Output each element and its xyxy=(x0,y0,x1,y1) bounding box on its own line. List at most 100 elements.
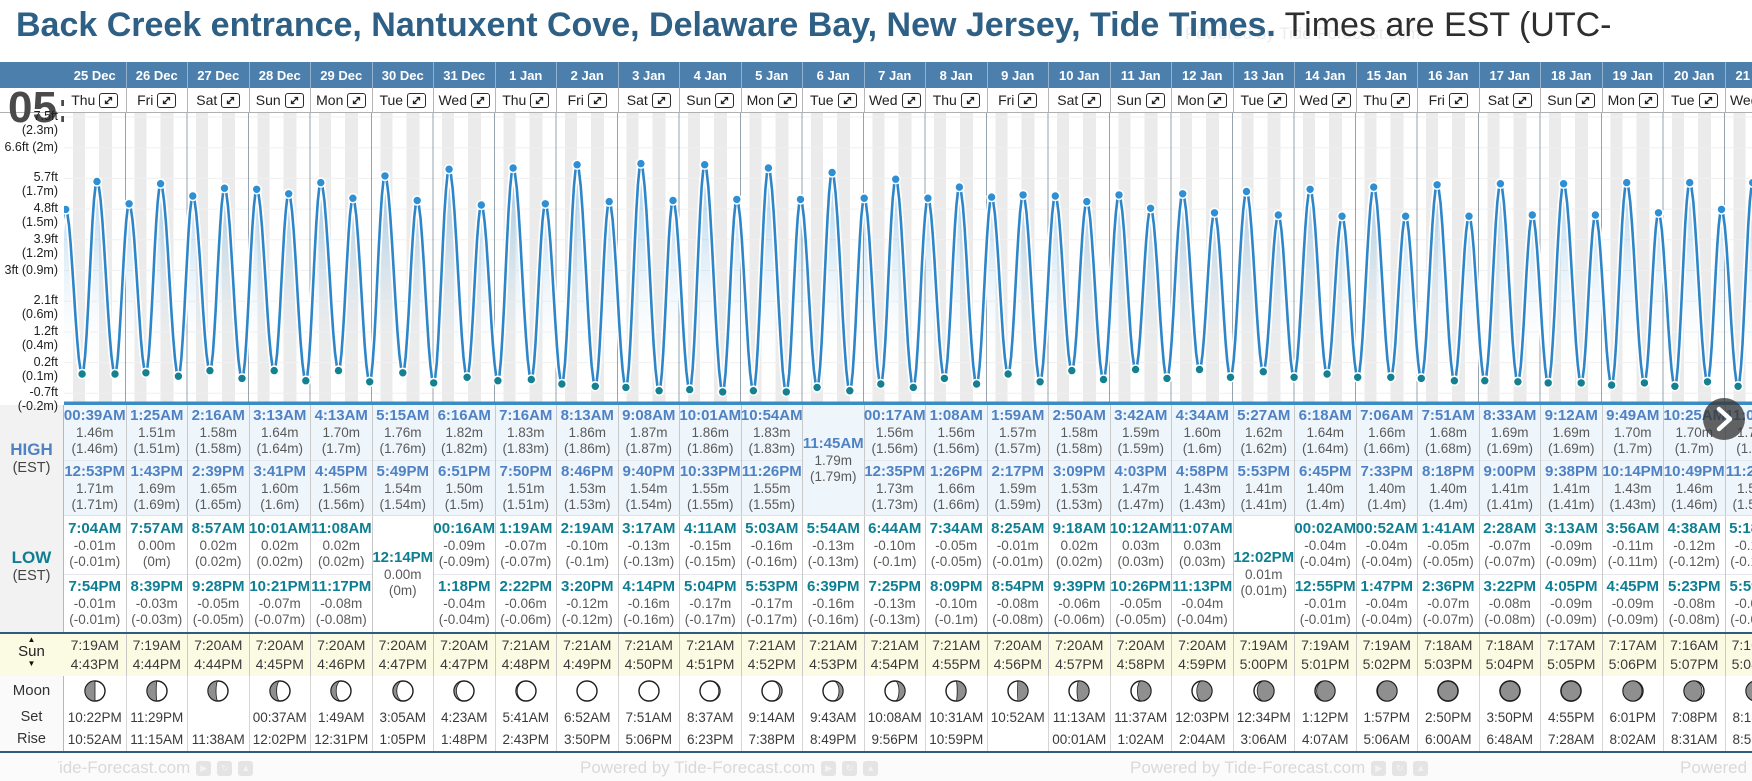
high-tide-section: 00:39AM 1.46m (1.46m) 12:53PM 1.71m (1.71m) 1:… xyxy=(0,405,1752,515)
watermark-badge-icon: ▶ xyxy=(196,760,212,776)
y-axis-label: 4.8ft (1.5m) xyxy=(21,201,58,230)
sunrise-time: 7:20AM xyxy=(993,637,1042,653)
expand-day-button[interactable] xyxy=(587,92,607,108)
low-tide-cell: 3:13AM -0.09m (-0.09m) 4:05PM -0.09m (-0.09m) xyxy=(1540,516,1602,632)
tide-entry-height-alt: (1.7m) xyxy=(1674,441,1714,457)
expand-day-button[interactable] xyxy=(99,92,119,108)
sun-row-toggle[interactable]: ▲ Sun ▼ xyxy=(0,636,63,668)
expand-day-button[interactable] xyxy=(1698,92,1718,108)
expand-day-button[interactable] xyxy=(1332,92,1352,108)
expand-day-button[interactable] xyxy=(651,92,671,108)
expand-day-button[interactable] xyxy=(284,92,304,108)
expand-day-button[interactable] xyxy=(471,92,491,108)
expand-day-button[interactable] xyxy=(777,92,797,108)
low-tide-dot xyxy=(1449,375,1460,387)
expand-day-button[interactable] xyxy=(715,92,735,108)
moon-phase-cell xyxy=(371,676,434,706)
expand-day-button[interactable] xyxy=(1268,92,1288,108)
tide-entry-height: 1.51m xyxy=(1736,480,1752,496)
tide-entry-height: -0.05m xyxy=(197,596,240,612)
tide-entry-height-alt: (0m) xyxy=(142,553,171,569)
sun-times-cell: 7:21AM 4:50PM xyxy=(617,634,680,676)
tide-entry-height-alt: (1.43m) xyxy=(1609,496,1656,512)
expand-day-button[interactable] xyxy=(157,92,177,108)
expand-day-button[interactable] xyxy=(960,92,980,108)
tide-entry-height-alt: (-0.05m) xyxy=(192,612,244,628)
tide-entry-height-alt: (1.69m) xyxy=(133,496,180,512)
date-header: 30 Dec xyxy=(371,62,434,88)
tide-entry-height-alt: (1.41m) xyxy=(1240,496,1287,512)
day-cell: Fri xyxy=(1417,88,1479,112)
day-cell: Wed xyxy=(1724,88,1752,112)
tide-entry: 8:33AM 1.69m (1.69m) xyxy=(1480,405,1541,460)
tide-entry-time: 9:38PM xyxy=(1544,462,1598,480)
high-tide-cell: 10:54AM 1.83m (1.83m) 11:26PM 1.55m (1.55m) xyxy=(740,405,803,515)
tide-entry-height-alt: (-0.08m) xyxy=(1484,612,1536,628)
tide-entry: 5:15AM 1.76m (1.76m) xyxy=(373,405,434,460)
day-name-label: Sun xyxy=(1547,92,1573,108)
expand-icon xyxy=(1704,96,1712,104)
sunset-time: 5:02PM xyxy=(1362,656,1411,672)
expand-day-button[interactable] xyxy=(837,92,857,108)
day-cell: Thu xyxy=(1355,88,1417,112)
tide-entry-height: 1.83m xyxy=(506,425,545,441)
sunrise-time: 7:20AM xyxy=(440,637,489,653)
tide-entry-height-alt: (-0.15m) xyxy=(684,553,736,569)
tide-entry-height-alt: (1.4m) xyxy=(1305,496,1345,512)
expand-day-button[interactable] xyxy=(1208,92,1228,108)
tide-entry-height: -0.13m xyxy=(627,537,670,553)
tide-entry-height: -0.05m xyxy=(1119,596,1162,612)
low-tide-cell: 3:56AM -0.11m (-0.11m) 4:45PM -0.09m (-0.09m) xyxy=(1601,516,1663,632)
expand-day-button[interactable] xyxy=(1145,92,1165,108)
tide-entry: 5:53PM -0.17m (-0.17m) xyxy=(741,573,802,633)
expand-day-button[interactable] xyxy=(1082,92,1102,108)
tide-entry: 00:39AM 1.46m (1.46m) xyxy=(64,405,126,460)
day-name-label: Thu xyxy=(932,92,957,108)
day-cell: Wed xyxy=(1294,88,1356,112)
tide-entry-height: -0.10m xyxy=(873,537,916,553)
expand-day-button[interactable] xyxy=(221,92,241,108)
tide-entry: 2:36PM -0.07m (-0.07m) xyxy=(1418,573,1479,633)
tide-entry-height: 1.41m xyxy=(1552,480,1591,496)
day-cell: Tue xyxy=(802,88,864,112)
sun-times-cell: 7:19AM 5:02PM xyxy=(1355,634,1418,676)
low-tide-dot xyxy=(939,373,950,384)
moonrise-cell: 5:06PM xyxy=(617,728,680,751)
low-tide-dot xyxy=(1416,373,1427,384)
expand-day-button[interactable] xyxy=(347,92,367,108)
tide-entry-time: 4:11AM xyxy=(683,519,737,537)
expand-day-button[interactable] xyxy=(530,92,550,108)
expand-day-button[interactable] xyxy=(1512,92,1532,108)
tide-entry: 4:11AM -0.15m (-0.15m) xyxy=(680,516,741,574)
moon-phase-icon xyxy=(1376,680,1398,702)
moonset-cell: 8:15PM xyxy=(1724,706,1752,728)
tide-entry-height: 1.69m xyxy=(1552,425,1591,441)
expand-day-button[interactable] xyxy=(901,92,921,108)
expand-day-button[interactable] xyxy=(407,92,427,108)
expand-day-button[interactable] xyxy=(1018,92,1038,108)
tide-entry-height: -0.17m xyxy=(750,596,793,612)
low-tide-dot xyxy=(397,367,409,379)
chevron-down-icon: ▼ xyxy=(27,659,36,668)
tide-entry-time: 10:14PM xyxy=(1602,462,1664,480)
moon-phase-icon xyxy=(330,680,352,702)
expand-day-button[interactable] xyxy=(1448,92,1468,108)
tide-entry-height-alt: (1.56m) xyxy=(871,441,918,457)
moon-phase-icon xyxy=(146,680,168,702)
tide-entry-time: 8:54PM xyxy=(991,578,1045,596)
sun-times-cell: 7:20AM 4:46PM xyxy=(310,634,372,676)
tide-entry-height: 0.03m xyxy=(1183,537,1222,553)
expand-day-button[interactable] xyxy=(1391,92,1411,108)
tide-entry-height: -0.07m xyxy=(258,596,301,612)
tide-entry: 11:17PM -0.08m (-0.08m) xyxy=(311,573,372,633)
tide-entry-height: -0.01m xyxy=(996,537,1039,553)
tide-entry-height-alt: (1.87m) xyxy=(625,441,672,457)
expand-day-button[interactable] xyxy=(1638,92,1658,108)
expand-day-button[interactable] xyxy=(1576,92,1596,108)
moon-phase-icon xyxy=(453,680,475,702)
tide-entry-height: 1.40m xyxy=(1429,480,1468,496)
y-axis-label: -0.7ft (-0.2m) xyxy=(17,385,58,414)
tide-entry-height: 1.59m xyxy=(1121,425,1160,441)
tide-entry: 10:54AM 1.83m (1.83m) xyxy=(741,405,803,460)
next-days-button[interactable] xyxy=(1703,398,1745,440)
